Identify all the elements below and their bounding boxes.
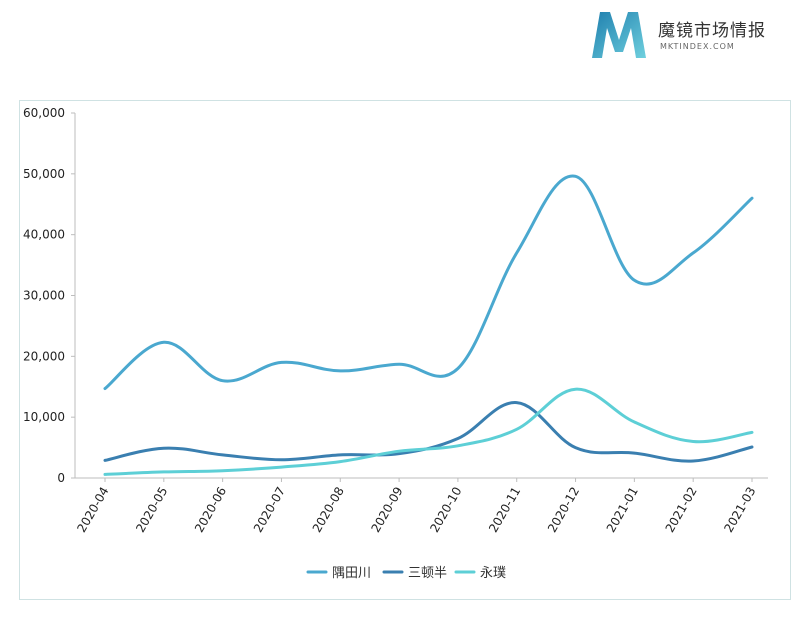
y-tick-label: 60,000 (23, 106, 65, 120)
y-axis: 0 10,000 20,000 30,000 40,000 50,000 60,000 (23, 106, 76, 485)
legend-label-0: 隅田川 (332, 566, 371, 581)
x-tick-label: 2020-12 (545, 485, 582, 535)
logo: 魔镜市场情报 MKTINDEX.COM (588, 8, 788, 62)
x-tick-label: 2020-07 (251, 485, 288, 535)
y-tick-label: 50,000 (23, 167, 65, 181)
x-tick-label: 2021-03 (721, 485, 758, 535)
logo-title: 魔镜市场情报 (658, 21, 766, 41)
y-tick-label: 10,000 (23, 410, 65, 424)
chart-frame (19, 100, 791, 600)
x-tick-label: 2020-04 (74, 485, 111, 535)
series-line-2 (103, 387, 754, 476)
legend-label-2: 永璞 (480, 566, 506, 581)
x-tick-label: 2020-06 (192, 485, 229, 535)
y-tick-label: 20,000 (23, 349, 65, 363)
x-tick-label: 2020-11 (486, 485, 523, 535)
x-tick-label: 2020-09 (368, 485, 405, 535)
logo-mark-icon (592, 12, 646, 58)
x-tick-label: 2020-08 (310, 485, 347, 535)
x-tick-label: 2021-01 (604, 485, 641, 535)
y-tick-label: 40,000 (23, 228, 65, 242)
logo-subtitle: MKTINDEX.COM (660, 42, 735, 51)
x-axis: 2020-04 2020-05 2020-06 2020-07 2020-08 2020-… (74, 477, 768, 535)
y-tick-label: 0 (57, 471, 65, 485)
series-line-1 (103, 401, 754, 463)
x-tick-label: 2020-10 (427, 484, 464, 534)
series-line-0 (103, 174, 754, 391)
legend: 隅田川 三顿半 永璞 (306, 566, 506, 581)
x-tick-label: 2020-05 (133, 485, 170, 535)
y-tick-label: 30,000 (23, 289, 65, 303)
series-layer (103, 174, 754, 476)
legend-label-1: 三顿半 (408, 566, 447, 581)
x-tick-label: 2021-02 (663, 485, 700, 535)
